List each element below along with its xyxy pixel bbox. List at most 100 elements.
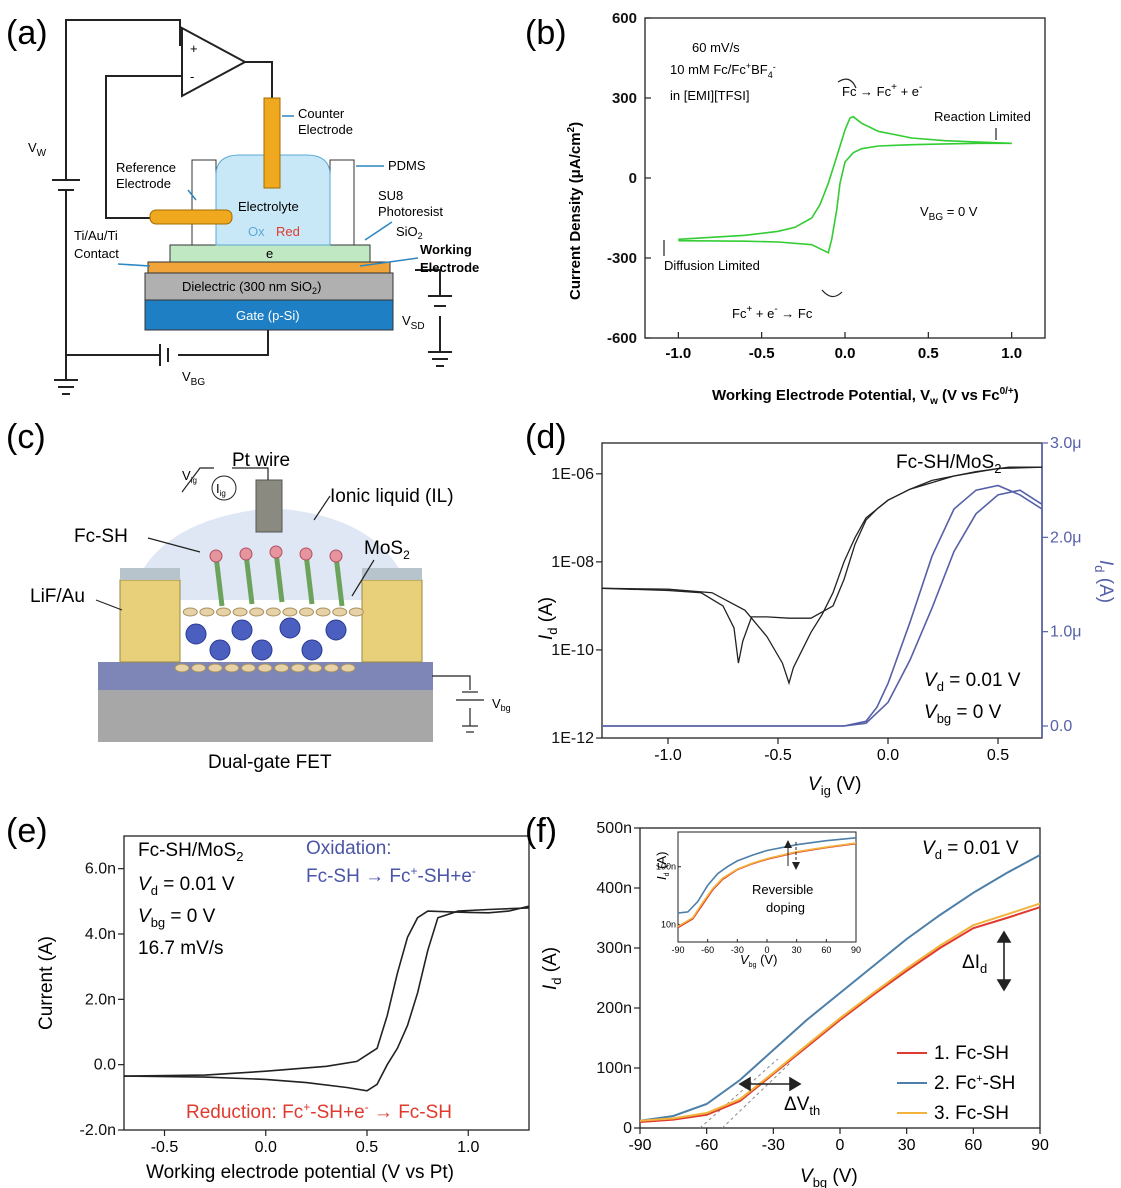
- chart-d-y2-ytick-label: 1.0μ: [1050, 624, 1081, 641]
- amp-minus-label: -: [190, 69, 194, 84]
- chart-b-arrows: [663, 78, 997, 298]
- chart-e-red-rxn: Reduction: Fc+-SH+e- → Fc-SH: [186, 1100, 452, 1123]
- panel-label-b: (b): [525, 14, 567, 52]
- su8-label: SU8: [378, 188, 403, 203]
- mos2-label-c: MoS2: [364, 538, 410, 562]
- vbg-label-c: Vbg: [492, 696, 511, 713]
- chart-b-series-forward: [678, 115, 1012, 241]
- chart-f-xtick-label: 60: [964, 1137, 982, 1154]
- counter-label: Counter: [298, 106, 345, 121]
- inset-xtick-label: 0: [764, 945, 769, 955]
- chart-b-series-reverse: [678, 142, 1012, 254]
- chart-f-ytick-label: 200n: [596, 1000, 632, 1017]
- working-electrode-label: Working: [420, 242, 472, 257]
- chart-d-sample: Fc-SH/MoS2: [896, 452, 1001, 476]
- chart-f-xtick-label: -90: [628, 1137, 651, 1154]
- chart-f-delta-id: ΔId: [962, 952, 987, 976]
- svg-text:Contact: Contact: [74, 246, 119, 261]
- s-atom: [307, 663, 323, 673]
- lif-au-left: [119, 579, 181, 663]
- panel-label-d: (d): [525, 418, 567, 456]
- fc-headgroup: [269, 545, 283, 559]
- pt-wire-rod: [255, 479, 283, 533]
- chart-d-ytick-label: 1E-10: [551, 642, 594, 659]
- inset-xtick-label: 60: [821, 945, 831, 955]
- inset-ytick-label: 100n: [656, 862, 676, 872]
- chart-f-vth-guide-2: [721, 1061, 792, 1129]
- chart-b-solvent: in [EMI][TFSI]: [670, 88, 749, 103]
- s-atom: [323, 663, 339, 673]
- dual-gate-fet-label: Dual-gate FET: [208, 752, 332, 773]
- s-atom: [340, 663, 356, 673]
- lif-au-right: [361, 579, 423, 663]
- chart-f-ytick-label: 500n: [596, 820, 632, 837]
- lifau-label: LiF/Au: [30, 586, 85, 607]
- reference-label: Reference: [116, 160, 176, 175]
- chart-b-ox-rxn: Fc → Fc+ + e-: [842, 82, 922, 99]
- chart-b-conc: 10 mM Fc/Fc+BF4-: [670, 61, 776, 80]
- s-atom: [191, 663, 207, 673]
- chart-d-ytick-label: 1E-06: [551, 466, 594, 483]
- red-label: Red: [276, 224, 300, 239]
- chart-b-ytick-label: 0: [629, 170, 637, 187]
- s-atom: [240, 663, 256, 673]
- chart-f-ytick-label: 300n: [596, 940, 632, 957]
- legend-label-1: 1. Fc-SH: [934, 1043, 1009, 1064]
- chart-d-xlabel: Vig (V): [808, 774, 861, 798]
- fc-headgroup: [209, 549, 223, 563]
- s-atom: [174, 663, 190, 673]
- pdms-wall-right: [329, 159, 355, 246]
- s-atom: [182, 607, 198, 617]
- chart-f-inset: -90 -60 -30 0 30 60 90 10n 100n: [656, 831, 861, 955]
- leader-lines-c: [95, 467, 484, 733]
- chart-d-xtick-label: 0.0: [877, 747, 899, 764]
- substrate-layer: [98, 690, 433, 742]
- chart-f-legend: 1. Fc-SH 2. Fc+-SH 3. Fc-SH: [897, 1043, 1015, 1124]
- chart-f-delta-vth: ΔVth: [784, 1094, 820, 1118]
- chart-b-vbg: VBG = 0 V: [920, 204, 978, 223]
- chart-d-lin-reverse: [602, 489, 1043, 727]
- s-atom: [257, 663, 273, 673]
- mo-atom: [325, 619, 347, 641]
- fc-headgroup: [239, 547, 253, 561]
- current-meter-icon: [211, 475, 237, 501]
- mo-atom: [251, 639, 273, 661]
- counter-electrode-rod: [263, 97, 281, 189]
- chart-b-ytick-label: -300: [607, 250, 637, 267]
- svg-text:Electrode: Electrode: [298, 122, 353, 137]
- panel-label-f: (f): [525, 812, 557, 850]
- chart-d-log-reverse: [601, 466, 1043, 686]
- chart-e-xtick-label: -0.5: [151, 1139, 179, 1156]
- pdms-label: PDMS: [388, 158, 426, 173]
- chart-e-sample: Fc-SH/MoS2: [138, 840, 243, 864]
- fcsh-label-c: Fc-SH: [74, 526, 128, 547]
- vw-label: VW: [28, 140, 47, 159]
- chart-e-oxidation: Oxidation:: [306, 838, 392, 859]
- inset-ytick-label: 10n: [661, 920, 676, 930]
- inset-ylabel: Id (A): [654, 852, 671, 880]
- chart-b-ytick-label: 600: [612, 10, 637, 27]
- mo-atom: [279, 617, 301, 639]
- inset-text-reversible: Reversible: [752, 882, 813, 897]
- chart-d-ytick-label: 1E-12: [551, 730, 594, 747]
- inset-xtick-label: -30: [731, 945, 744, 955]
- chart-d-ytick-label: 1E-08: [551, 554, 594, 571]
- inset-xtick-label: 90: [851, 945, 861, 955]
- chart-b-rate: 60 mV/s: [692, 40, 740, 55]
- chart-f-xlabel: Vbg (V): [800, 1166, 858, 1188]
- electron-label: e: [266, 246, 273, 261]
- panel-label-a: (a): [6, 14, 48, 52]
- mo-atom: [209, 639, 231, 661]
- sio2-label: SiO2: [396, 224, 423, 241]
- chart-b-reaction-limited: Reaction Limited: [934, 109, 1031, 124]
- chart-d-ylabel: Id (A): [536, 597, 560, 640]
- svg-text:Photoresist: Photoresist: [378, 204, 443, 219]
- electrolyte-label: Electrolyte: [238, 199, 299, 214]
- chart-e-frame: [123, 835, 530, 1131]
- circuit-wires-a: [65, 19, 441, 380]
- tiau-label: Ti/Au/Ti: [74, 228, 118, 243]
- chart-b-xtick-label: 1.0: [1001, 345, 1022, 362]
- chart-e-ytick-label: 2.0n: [85, 991, 116, 1008]
- mo-atom: [301, 639, 323, 661]
